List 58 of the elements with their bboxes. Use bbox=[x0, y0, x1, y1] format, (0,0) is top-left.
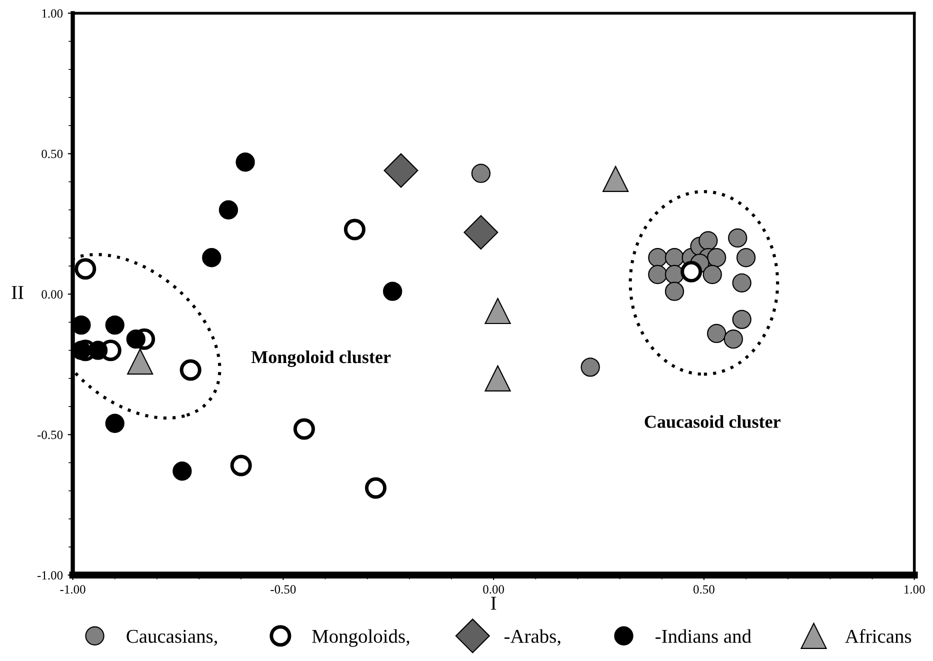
point bbox=[218, 200, 238, 220]
x-tick-label: 0.00 bbox=[483, 585, 504, 594]
point bbox=[202, 248, 222, 268]
point bbox=[126, 330, 146, 349]
point bbox=[602, 166, 629, 192]
x-axis-title: I bbox=[491, 596, 496, 610]
point bbox=[172, 462, 192, 481]
point bbox=[293, 418, 315, 440]
y-tick-label: 1.00 bbox=[42, 9, 63, 18]
point bbox=[180, 359, 202, 381]
point bbox=[464, 215, 498, 250]
point bbox=[384, 153, 418, 188]
point bbox=[680, 260, 702, 282]
point bbox=[732, 310, 752, 330]
point bbox=[728, 228, 748, 248]
x-tick-label: 1.00 bbox=[904, 585, 925, 594]
y-tick-label: -1.00 bbox=[37, 571, 63, 580]
point bbox=[74, 258, 96, 280]
annotation: Caucasoid cluster bbox=[644, 415, 780, 428]
y-tick-label: 0.00 bbox=[42, 290, 63, 299]
point bbox=[127, 348, 154, 375]
point bbox=[484, 365, 511, 392]
point bbox=[664, 282, 684, 301]
point bbox=[580, 358, 600, 377]
legend-label: Mongoloids, bbox=[312, 629, 410, 647]
point bbox=[88, 340, 108, 360]
point bbox=[702, 264, 722, 284]
y-tick-label: -0.50 bbox=[37, 430, 63, 440]
legend-label: Africans bbox=[845, 629, 912, 643]
point bbox=[648, 248, 668, 268]
x-tick-label: 0.50 bbox=[693, 585, 714, 594]
point bbox=[230, 454, 252, 476]
point bbox=[105, 315, 124, 335]
point bbox=[484, 298, 511, 324]
point bbox=[736, 248, 756, 268]
legend-label: -Arabs, bbox=[504, 629, 560, 646]
point bbox=[724, 330, 743, 349]
point bbox=[648, 264, 668, 284]
point bbox=[664, 248, 684, 268]
point bbox=[344, 218, 366, 240]
point bbox=[105, 414, 124, 433]
point bbox=[706, 248, 726, 268]
y-axis-title: II bbox=[12, 286, 24, 299]
point bbox=[72, 340, 91, 360]
point bbox=[706, 324, 726, 344]
point bbox=[382, 282, 402, 301]
legend-label: -Indians and bbox=[656, 629, 752, 643]
point bbox=[732, 273, 752, 292]
x-tick-label: -0.50 bbox=[270, 585, 296, 594]
legend-label: Caucasians, bbox=[126, 630, 217, 646]
annotation: Mongoloid cluster bbox=[251, 350, 391, 368]
y-tick-label: 0.50 bbox=[42, 150, 63, 158]
point bbox=[72, 315, 91, 335]
point bbox=[471, 164, 491, 183]
x-tick-label: -1.00 bbox=[60, 585, 86, 594]
point bbox=[236, 152, 255, 172]
point bbox=[698, 231, 718, 250]
point bbox=[364, 477, 386, 499]
